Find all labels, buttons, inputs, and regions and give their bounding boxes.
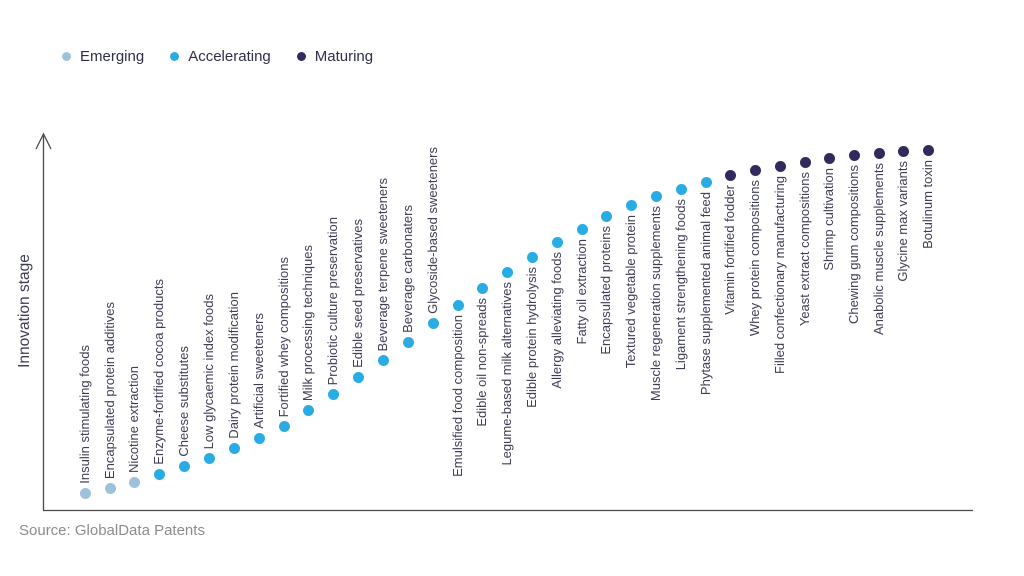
point-label: Allergy alleviating foods — [549, 252, 564, 389]
legend-label-emerging: Emerging — [80, 48, 145, 65]
point-dot-maturing — [848, 149, 860, 161]
point-label: Legume-based milk alternatives — [499, 282, 514, 466]
point-dot-maturing — [724, 169, 736, 181]
point-label: Ligament strengthening foods — [673, 199, 688, 371]
point-label: Nicotine extraction — [126, 366, 141, 473]
point-label: Enzyme-fortified cocoa products — [151, 279, 166, 465]
point-label: Phytase supplemented animal feed — [698, 192, 713, 396]
point-dot-accelerating — [452, 299, 464, 311]
point-dot-accelerating — [700, 176, 712, 188]
point-label: Beverage carbonaters — [400, 205, 415, 333]
point-dot-accelerating — [302, 404, 314, 416]
point-label: Edible protein hydrolysis — [524, 267, 539, 408]
point-dot-accelerating — [501, 266, 513, 278]
point-label: Anabolic muscle supplements — [871, 163, 886, 335]
point-dot-maturing — [799, 156, 811, 168]
point-dot-accelerating — [327, 388, 339, 400]
point-dot-accelerating — [377, 354, 389, 366]
point-dot-maturing — [873, 147, 885, 159]
point-label: Cheese substitutes — [176, 346, 191, 457]
point-label: Encapsulated protein additives — [102, 301, 117, 479]
point-label: Beverage terpene sweeteners — [375, 177, 390, 351]
legend-item-maturing: Maturing — [296, 48, 374, 65]
point-label: Insulin stimulating foods — [77, 345, 92, 484]
point-dot-accelerating — [427, 317, 439, 329]
point-dot-accelerating — [625, 199, 637, 211]
point-dot-accelerating — [278, 420, 290, 432]
y-axis-label: Innovation stage — [16, 254, 33, 368]
point-dot-accelerating — [178, 460, 190, 472]
point-dot-accelerating — [576, 223, 588, 235]
point-dot-emerging — [79, 487, 91, 499]
point-dot-accelerating — [402, 336, 414, 348]
point-dot-accelerating — [352, 371, 364, 383]
source-note: Source: GlobalData Patents — [19, 522, 205, 539]
legend-item-accelerating: Accelerating — [170, 48, 271, 65]
point-dot-accelerating — [551, 236, 563, 248]
legend: Emerging Accelerating Maturing — [62, 48, 373, 65]
point-label: Fortified whey compositions — [276, 256, 291, 417]
point-dot-accelerating — [476, 282, 488, 294]
maturing-dot-icon — [296, 52, 306, 61]
point-label: Encapsulated proteins — [598, 226, 613, 355]
legend-label-accelerating: Accelerating — [188, 48, 271, 65]
y-axis-arrow-icon — [35, 132, 52, 150]
point-label: Low glycaemic index foods — [201, 293, 216, 449]
point-label: Chewing gum compositions — [846, 165, 861, 324]
point-dot-accelerating — [650, 190, 662, 202]
legend-label-maturing: Maturing — [314, 48, 374, 65]
point-dot-accelerating — [253, 432, 265, 444]
point-label: Artificial sweeteners — [251, 313, 266, 429]
point-label: Whey protein compositions — [747, 180, 762, 337]
point-label: Edible oil non-spreads — [474, 298, 489, 427]
point-label: Milk processing techniques — [300, 244, 315, 401]
point-dot-accelerating — [203, 452, 215, 464]
point-dot-accelerating — [526, 251, 538, 263]
point-label: Shrimp cultivation — [821, 168, 836, 271]
point-label: Glycine max variants — [895, 161, 910, 282]
point-label: Glycoside-based sweeteners — [425, 147, 440, 314]
point-dot-accelerating — [675, 183, 687, 195]
point-label: Yeast extract compositions — [797, 172, 812, 327]
legend-item-emerging: Emerging — [62, 48, 144, 65]
point-label: Probiotic culture preservation — [325, 216, 340, 385]
point-label: Dairy protein modification — [226, 292, 241, 439]
point-dot-emerging — [104, 482, 116, 494]
point-label: Edible seed preservatives — [350, 219, 365, 368]
point-label: Vitamin fortified fodder — [722, 185, 737, 315]
point-dot-maturing — [774, 160, 786, 172]
point-label: Fatty oil extraction — [574, 239, 589, 345]
point-dot-maturing — [897, 145, 909, 157]
point-label: Textured vegetable protein — [623, 215, 638, 369]
point-dot-accelerating — [600, 210, 612, 222]
point-label: Emulsified food composition — [450, 315, 465, 477]
point-label: Filled confectionary manufacturing — [772, 176, 787, 374]
point-dot-maturing — [823, 152, 835, 164]
point-dot-accelerating — [153, 468, 165, 480]
emerging-dot-icon — [62, 52, 71, 61]
point-label: Botulinum toxin — [920, 160, 935, 249]
point-dot-emerging — [128, 476, 140, 488]
point-dot-maturing — [922, 144, 934, 156]
accelerating-dot-icon — [170, 52, 180, 61]
point-label: Muscle regeneration supplements — [648, 206, 663, 402]
point-dot-accelerating — [228, 442, 240, 454]
point-dot-maturing — [749, 164, 761, 176]
